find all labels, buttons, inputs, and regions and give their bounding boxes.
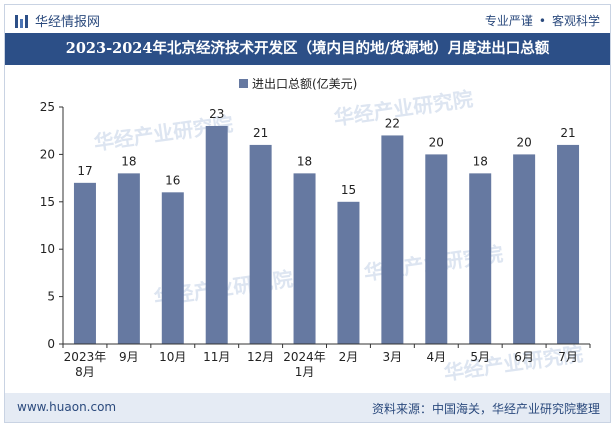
footer-source: 资料来源：中国海关，华经产业研究院整理 — [371, 402, 600, 416]
bar-chart: 华经产业研究院华经产业研究院华经产业研究院华经产业研究院华经产业研究院 进出口总… — [40, 76, 591, 385]
x-axis: 2023年 8月 9月 10月 11月 12月 2024年 1月 2月 3月 4月 5月 6月 7月 — [62, 343, 591, 379]
x-tick-label: 2023年 8月 — [64, 350, 107, 379]
y-tick-label: 0 — [47, 337, 55, 351]
y-tick-label: 25 — [40, 100, 55, 114]
data-label: 21 — [253, 126, 268, 140]
top-bar: 华经情报网 专业严谨 • 客观科学 — [5, 5, 610, 33]
chart-title: 2023-2024年北京经济技术开发区（境内目的地/货源地）月度进出口总额 — [65, 40, 550, 57]
data-labels: 17 18 16 23 21 18 15 22 20 18 20 21 — [77, 107, 575, 197]
title-bar: 2023-2024年北京经济技术开发区（境内目的地/货源地）月度进出口总额 — [5, 33, 610, 65]
chart-card: 华经情报网 专业严谨 • 客观科学 2023-2024年北京经济技术开发区（境内目的… — [4, 4, 611, 423]
x-tick-label: 4月 — [426, 350, 446, 364]
y-tick-label: 15 — [40, 195, 55, 209]
y-tick-label: 10 — [40, 242, 55, 256]
data-label: 18 — [473, 154, 488, 168]
x-tick-label: 3月 — [383, 350, 403, 364]
x-tick-label: 2024年 1月 — [283, 350, 326, 379]
bar — [117, 173, 140, 344]
bar — [557, 144, 580, 344]
x-tick-label: 11月 — [203, 350, 230, 364]
x-tick-label: 6月 — [514, 350, 534, 364]
bar — [293, 173, 316, 344]
watermark-text: 华经产业研究院 — [332, 87, 474, 130]
brand: 华经情报网 — [15, 11, 100, 30]
data-label: 15 — [341, 183, 356, 197]
bar — [73, 182, 96, 344]
brand-name: 华经情报网 — [35, 15, 101, 30]
legend-label: 进出口总额(亿美元) — [252, 76, 357, 91]
x-tick-label: 12月 — [247, 350, 274, 364]
bar-logo-icon — [15, 15, 28, 28]
y-tick-label: 5 — [47, 290, 55, 304]
data-label: 20 — [516, 135, 531, 149]
bar — [161, 192, 184, 344]
x-tick-label: 9月 — [119, 350, 139, 364]
data-label: 20 — [429, 135, 444, 149]
y-axis: 0 5 10 15 20 25 — [40, 100, 64, 351]
tagline-separator: • — [538, 14, 546, 28]
bar — [249, 144, 272, 344]
data-label: 16 — [165, 173, 180, 187]
bar — [381, 135, 404, 344]
bar — [513, 154, 536, 344]
tagline-right: 客观科学 — [551, 14, 600, 28]
bar — [469, 173, 492, 344]
data-label: 18 — [121, 154, 136, 168]
footer-bar: www.huaon.com 资料来源：中国海关，华经产业研究院整理 — [5, 393, 610, 422]
bar — [425, 154, 448, 344]
data-label: 22 — [385, 116, 400, 130]
x-tick-label: 10月 — [159, 350, 186, 364]
bar — [205, 125, 228, 345]
data-label: 23 — [209, 107, 224, 121]
tagline: 专业严谨 • 客观科学 — [485, 12, 600, 29]
x-tick-label: 7月 — [558, 350, 578, 364]
footer-url: www.huaon.com — [17, 400, 117, 414]
y-tick-label: 20 — [40, 147, 55, 161]
data-label: 17 — [77, 164, 92, 178]
bar — [337, 201, 360, 344]
tagline-left: 专业严谨 — [484, 14, 533, 28]
legend-swatch — [239, 79, 248, 88]
x-tick-label: 5月 — [470, 350, 490, 364]
chart-legend: 进出口总额(亿美元) — [239, 76, 357, 91]
data-label: 18 — [297, 154, 312, 168]
bars — [73, 125, 580, 345]
x-tick-label: 2月 — [339, 350, 359, 364]
data-label: 21 — [560, 126, 575, 140]
